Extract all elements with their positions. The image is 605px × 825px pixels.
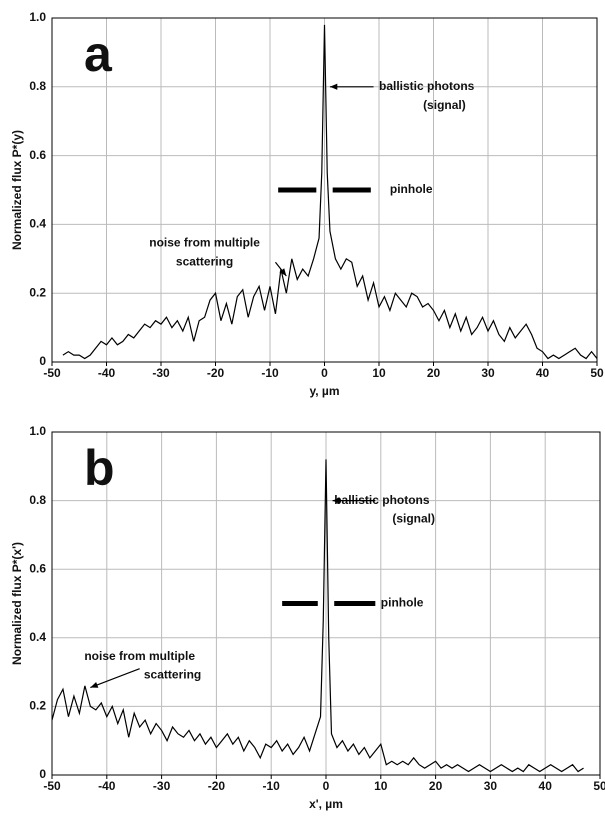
y-tick-label: 1.0 (29, 424, 46, 438)
y-tick-label: 0.6 (29, 148, 46, 162)
x-tick-label: 10 (374, 779, 388, 793)
x-tick-label: -20 (207, 366, 225, 380)
annotation: ballistic photons (379, 79, 475, 93)
x-tick-label: -40 (98, 779, 116, 793)
x-tick-label: 20 (429, 779, 443, 793)
y-tick-label: 0.6 (29, 561, 46, 575)
x-tick-label: -50 (43, 366, 61, 380)
y-tick-label: 0 (39, 354, 46, 368)
arrow-head (329, 83, 338, 90)
y-axis-label: Normalized flux P*(y) (10, 130, 24, 250)
data-line (51, 459, 584, 773)
annotation: scattering (144, 668, 201, 682)
x-tick-label: 20 (427, 366, 441, 380)
plot-frame (51, 431, 601, 776)
annotation: (signal) (423, 98, 466, 112)
x-tick-label: 50 (593, 779, 605, 793)
x-tick-label: -30 (152, 366, 170, 380)
annotation: pinhole (381, 596, 424, 610)
plot-frame (51, 17, 598, 363)
x-tick-label: 30 (481, 366, 495, 380)
x-tick-label: -40 (98, 366, 116, 380)
annotation: noise from multiple (84, 649, 195, 663)
x-tick-label: 30 (484, 779, 498, 793)
x-tick-label: -20 (208, 779, 226, 793)
x-tick-label: -30 (153, 779, 171, 793)
x-tick-label: 40 (539, 779, 553, 793)
x-tick-label: 10 (372, 366, 386, 380)
x-tick-label: 0 (321, 366, 328, 380)
y-tick-label: 0.2 (29, 285, 46, 299)
arrow-shaft (90, 668, 140, 689)
x-tick-label: 50 (590, 366, 604, 380)
annotation: noise from multiple (149, 235, 260, 249)
annotation: scattering (176, 254, 233, 268)
data-line (62, 24, 598, 360)
arrow-head (279, 268, 287, 276)
annotation: ballistic photons (334, 493, 430, 507)
panel-label: a (84, 26, 113, 82)
y-tick-label: 0.8 (29, 79, 46, 93)
x-tick-label: 40 (536, 366, 550, 380)
y-tick-label: 0.4 (29, 630, 46, 644)
arrow-head (332, 497, 340, 504)
x-tick-label: -50 (43, 779, 61, 793)
y-axis-label: Normalized flux P*(x') (10, 542, 24, 665)
arrow-head (90, 681, 99, 688)
x-tick-label: -10 (263, 779, 281, 793)
y-tick-label: 0 (39, 767, 46, 781)
y-tick-label: 0.8 (29, 493, 46, 507)
annotation: pinhole (390, 182, 433, 196)
x-axis-label: y, µm (309, 384, 339, 398)
x-tick-label: -10 (261, 366, 279, 380)
y-tick-label: 0.4 (29, 217, 46, 231)
x-axis-label: x', µm (309, 797, 343, 811)
y-tick-label: 0.2 (29, 699, 46, 713)
annotation: (signal) (392, 512, 435, 526)
x-tick-label: 0 (323, 779, 330, 793)
y-tick-label: 1.0 (29, 10, 46, 24)
panel-label: b (84, 440, 115, 496)
